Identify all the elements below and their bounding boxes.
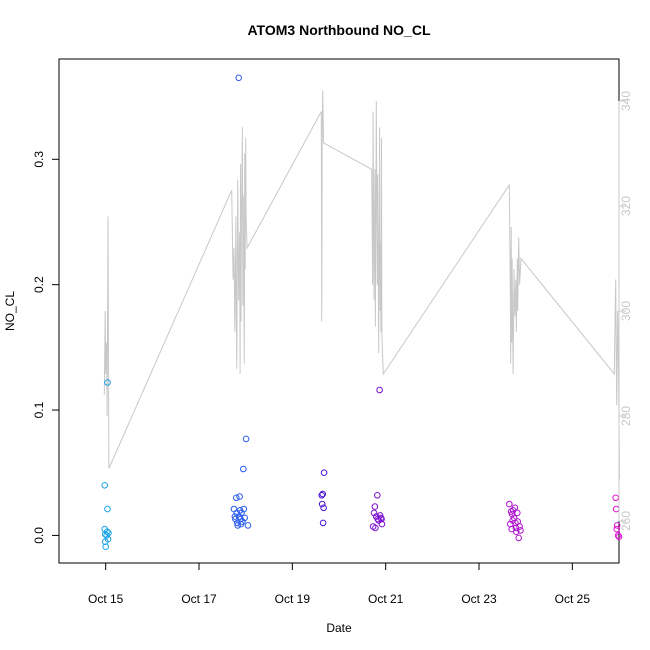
y-tick-label: 0.0 <box>32 527 46 544</box>
y2-tick-label: 320 <box>619 196 633 216</box>
x-tick-label: Oct 17 <box>181 592 217 606</box>
scatter-point <box>515 534 523 542</box>
scatter-point <box>318 492 326 499</box>
scatter-point <box>102 543 109 551</box>
scatter-point <box>242 435 250 443</box>
y2-tick-label: 280 <box>619 406 633 426</box>
scatter-point <box>230 505 238 513</box>
y2-tick-label: 300 <box>619 301 633 321</box>
scatter-point <box>319 519 327 527</box>
scatter-point <box>376 386 383 394</box>
plot-frame <box>58 58 620 564</box>
x-tick-label: Oct 25 <box>555 592 591 606</box>
scatter-point <box>614 532 622 539</box>
scatter-point <box>514 509 521 517</box>
scatter-point <box>372 524 379 532</box>
scatter-point <box>240 465 247 473</box>
scatter-point <box>240 505 248 513</box>
scatter-point <box>613 525 621 533</box>
scatter-point <box>104 379 111 386</box>
y-axis-right: 260 280 300 320 340 <box>618 91 633 531</box>
y-tick-label: 0.1 <box>32 401 46 418</box>
scatter-point <box>378 515 385 523</box>
scatter-point <box>233 494 240 502</box>
y-tick-label: 0.2 <box>32 276 46 293</box>
scatter-points <box>101 74 623 551</box>
scatter-point <box>371 503 379 510</box>
x-axis-label: Date <box>326 621 352 635</box>
scatter-point <box>374 492 381 499</box>
scatter-point <box>105 529 112 537</box>
scatter-point <box>234 522 241 529</box>
scatter-point <box>516 523 523 530</box>
scatter-point <box>320 469 328 477</box>
scatter-point <box>244 522 252 529</box>
scatter-point <box>103 528 111 536</box>
secondary-series-line <box>103 90 620 480</box>
y-axis-label: NO_CL <box>3 291 17 331</box>
scatter-point <box>511 504 519 512</box>
scatter-point <box>319 490 327 498</box>
x-tick-label: Oct 15 <box>88 592 124 606</box>
y-tick-label: 0.3 <box>32 151 46 168</box>
x-tick-label: Oct 23 <box>461 592 497 606</box>
y2-tick-label: 340 <box>619 91 633 111</box>
scatter-point <box>231 513 239 520</box>
scatter-point <box>318 500 326 508</box>
y2-tick-label: 260 <box>619 511 633 531</box>
scatter-point <box>613 522 621 529</box>
scatter-point <box>236 493 243 500</box>
scatter-point <box>320 504 327 512</box>
x-tick-label: Oct 21 <box>368 592 404 606</box>
scatter-point <box>101 482 108 489</box>
x-axis: Oct 15 Oct 17 Oct 19 Oct 21 Oct 23 Oct 25 <box>88 562 591 606</box>
scatter-point <box>104 505 111 513</box>
scatter-point <box>615 533 623 541</box>
x-tick-label: Oct 19 <box>275 592 311 606</box>
scatter-point <box>378 520 386 528</box>
scatter-point <box>506 500 513 508</box>
secondary-line <box>103 90 620 480</box>
scatter-point <box>513 528 520 536</box>
scatter-point <box>612 494 620 502</box>
scatter-point <box>517 527 524 534</box>
chart-title: ATOM3 Northbound NO_CL <box>247 22 430 38</box>
scatter-point <box>241 514 248 522</box>
scatter-point <box>104 535 112 543</box>
y-axis: 0.0 0.1 0.2 0.3 <box>32 151 60 544</box>
scatter-point <box>235 74 242 82</box>
